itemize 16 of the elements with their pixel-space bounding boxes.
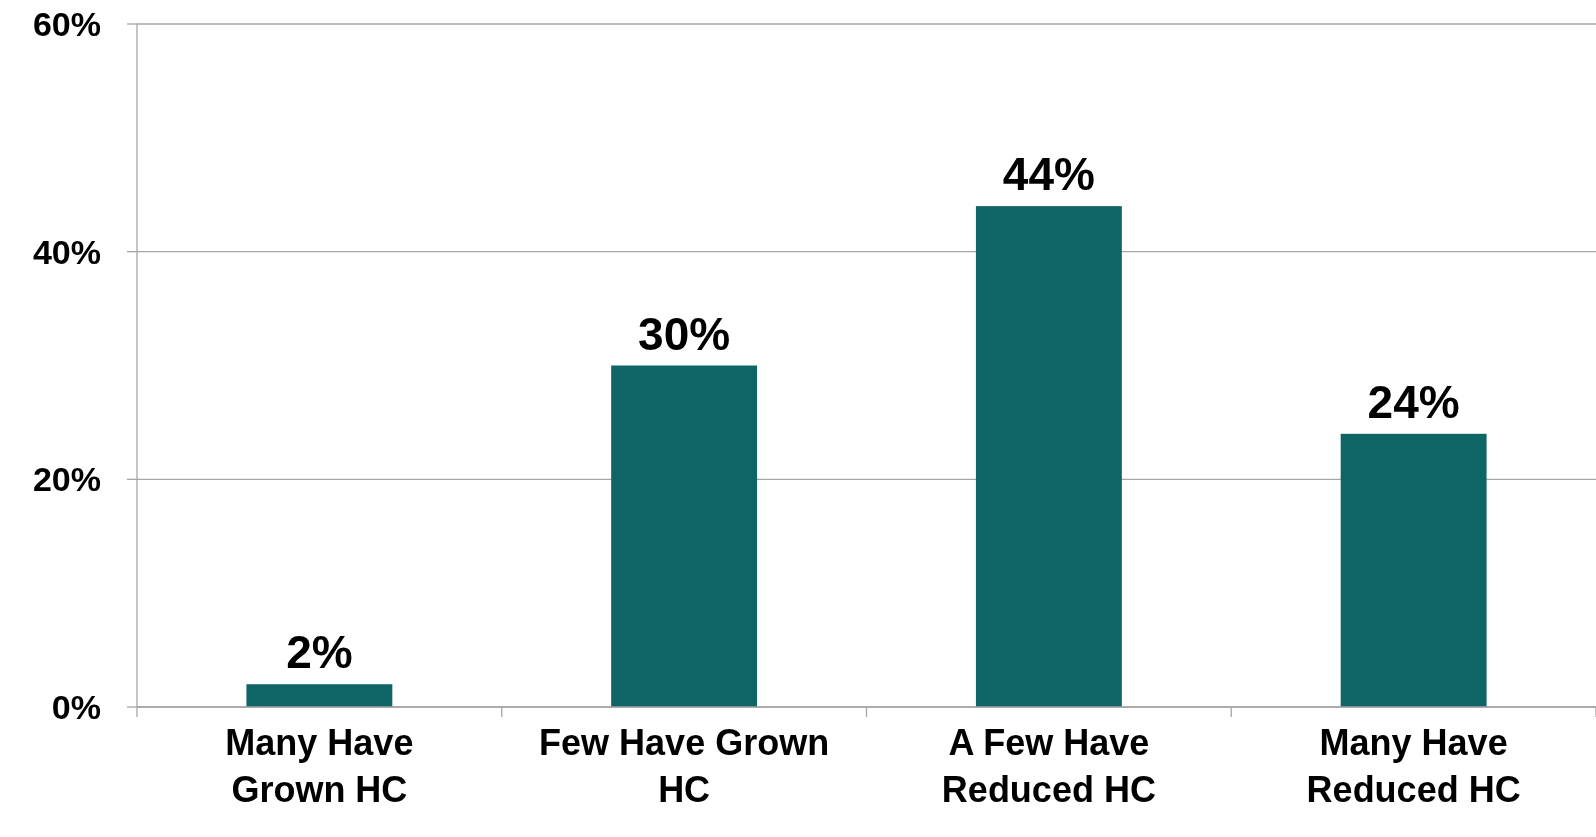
x-tick-label: Many Have Reduced HC (1306, 722, 1521, 810)
y-tick-label: 60% (32, 4, 101, 43)
x-tick-label: Many Have Grown HC (225, 722, 414, 810)
data-label: 30% (638, 307, 731, 360)
bar (246, 684, 393, 707)
data-label: 44% (1002, 148, 1095, 201)
bar (1340, 433, 1487, 707)
data-label: 24% (1367, 375, 1460, 428)
y-tick-label: 20% (32, 460, 101, 499)
x-tick-label: A Few Have Reduced HC (941, 722, 1156, 810)
bar (975, 206, 1122, 707)
y-tick-label: 40% (32, 232, 101, 271)
x-tick-label: Few Have Grown HC (539, 722, 830, 810)
bar (611, 365, 758, 707)
y-tick-label: 0% (51, 687, 101, 726)
data-label: 2% (286, 626, 353, 679)
